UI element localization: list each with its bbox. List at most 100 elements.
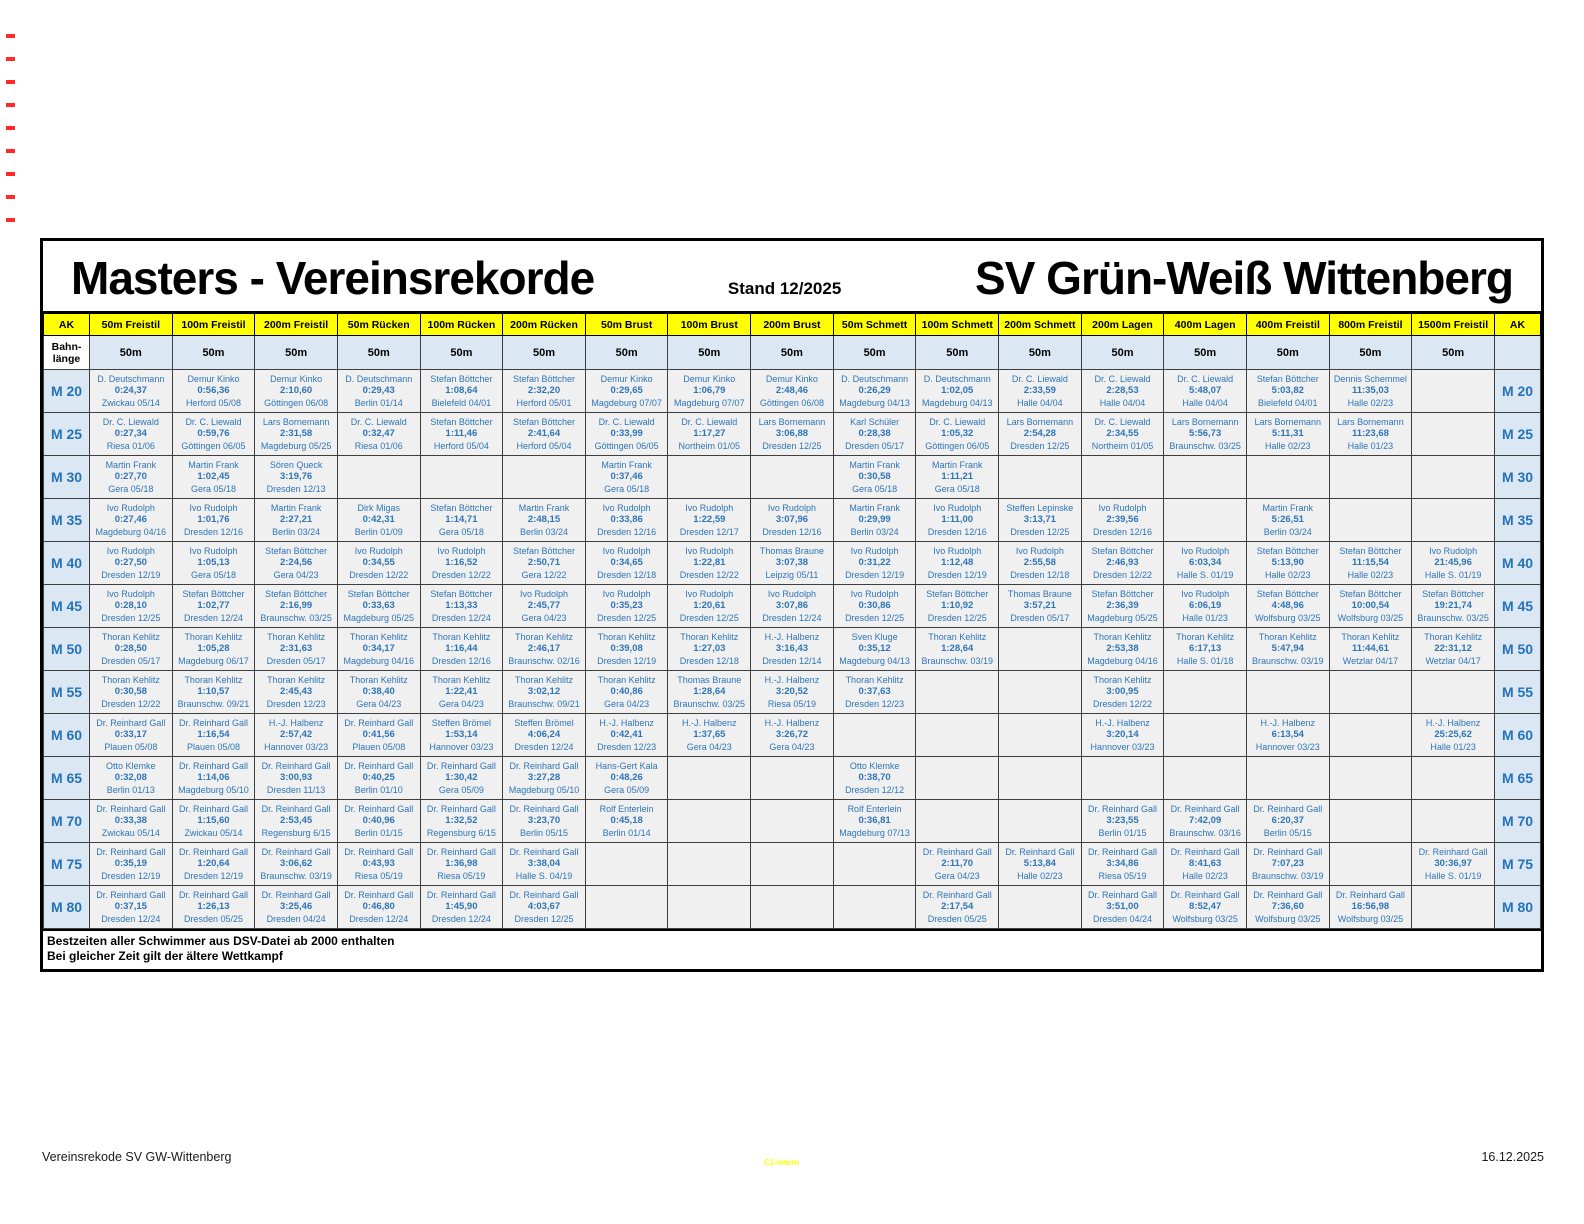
record-time: 0:37,46 <box>610 471 643 482</box>
record-cell: Ivo Rudolph 1:01,76 Dresden 12/16 <box>171 498 256 542</box>
record-time: 6:13,54 <box>1271 729 1304 740</box>
record-place-date: Magdeburg 04/13 <box>839 656 910 666</box>
record-time: 3:20,52 <box>775 686 809 697</box>
record-time: 0:59,76 <box>197 428 230 439</box>
record-time: 0:26,29 <box>858 385 891 396</box>
record-cell: Thoran Kehlitz 1:05,28 Magdeburg 06/17 <box>171 627 256 671</box>
swimmer-name: Ivo Rudolph <box>1098 503 1147 513</box>
age-group-label: M 80 <box>43 885 90 929</box>
age-group-label: M 20 <box>43 369 90 413</box>
record-cell: Rolf Enterlein 0:45,18 Berlin 01/14 <box>584 799 669 843</box>
record-place-date: Riesa 01/06 <box>354 441 403 451</box>
swimmer-name: Rolf Enterlein <box>847 804 902 814</box>
record-time: 0:40,25 <box>362 772 395 783</box>
pool-length-value: 50m <box>1245 335 1330 370</box>
swimmer-name: Ivo Rudolph <box>1015 546 1064 556</box>
swimmer-name: Thoran Kehlitz <box>680 632 739 642</box>
swimmer-name: Dr. Reinhard Gall <box>509 847 579 857</box>
record-place-date: Berlin 05/15 <box>1263 828 1312 838</box>
record-time: 0:39,08 <box>610 643 643 654</box>
record-place-date: Braunschw. 03/25 <box>673 699 746 709</box>
swimmer-name: Martin Frank <box>849 503 900 513</box>
record-cell: Stefan Böttcher 0:33,63 Magdeburg 05/25 <box>336 584 421 628</box>
record-place-date: Hannover 03/23 <box>1255 742 1320 752</box>
record-place-date: Dresden 12/22 <box>431 570 491 580</box>
record-cell: Dr. Reinhard Gall 1:16,54 Plauen 05/08 <box>171 713 256 757</box>
record-cell: Dr. Reinhard Gall 1:30,42 Gera 05/09 <box>419 756 504 800</box>
record-cell: Stefan Böttcher 2:32,20 Herford 05/01 <box>502 369 586 413</box>
record-place-date: Dresden 12/23 <box>597 742 657 752</box>
age-group-label: M 60 <box>1494 713 1541 757</box>
record-cell: Stefan Böttcher 10:00,54 Wolfsburg 03/25 <box>1328 584 1413 628</box>
swimmer-name: Ivo Rudolph <box>354 546 403 556</box>
swimmer-name: Ivo Rudolph <box>767 503 816 513</box>
record-cell: Ivo Rudolph 1:22,81 Dresden 12/22 <box>667 541 752 585</box>
record-time: 0:38,40 <box>362 686 395 697</box>
record-place-date: Braunschw. 03/25 <box>1417 613 1489 623</box>
record-place-date: Halle 02/23 <box>1265 570 1311 580</box>
record-cell: Dr. Reinhard Gall 0:40,25 Berlin 01/10 <box>336 756 421 800</box>
swimmer-name: Dr. Reinhard Gall <box>261 761 331 771</box>
record-place-date: Magdeburg 04/13 <box>921 398 993 408</box>
table-row: M 80 Dr. Reinhard Gall 0:37,15 Dresden 12/2… <box>43 885 1541 929</box>
record-place-date: Magdeburg 04/16 <box>1087 656 1158 666</box>
swimmer-name: Dr. C. Liewald <box>185 417 242 427</box>
pool-length-value: 50m <box>1328 335 1413 370</box>
record-time: 2:55,58 <box>1023 557 1056 568</box>
record-cell: Thoran Kehlitz 6:17,13 Halle S. 01/18 <box>1163 627 1247 671</box>
record-time: 1:32,52 <box>445 815 478 826</box>
record-place-date: Gera 05/18 <box>438 527 484 537</box>
column-header: 200m Rücken <box>502 313 586 336</box>
record-cell: Dr. C. Liewald 5:48,07 Halle 04/04 <box>1163 369 1247 413</box>
column-header: 200m Schmett <box>998 313 1082 336</box>
age-group-label: M 40 <box>43 541 90 585</box>
age-group-label: M 70 <box>43 799 90 843</box>
record-place-date: Dresden 12/12 <box>845 785 905 795</box>
record-place-date: Hannover 03/23 <box>429 742 494 752</box>
record-time: 11:15,54 <box>1351 557 1389 568</box>
record-time: 5:11,31 <box>1271 428 1304 439</box>
record-time: 0:33,38 <box>114 815 147 826</box>
record-place-date: Dresden 12/16 <box>597 527 657 537</box>
record-time: 8:41,63 <box>1189 858 1222 869</box>
record-time: 0:27,34 <box>114 428 147 439</box>
record-place-date: Dresden 12/24 <box>762 613 822 623</box>
record-cell: H.-J. Halbenz 3:20,52 Riesa 05/19 <box>750 670 834 714</box>
record-time: 5:56,73 <box>1189 428 1222 439</box>
column-header: 200m Freistil <box>254 313 338 336</box>
table-row: M 40 Ivo Rudolph 0:27,50 Dresden 12/19 Ivo R… <box>43 541 1541 585</box>
record-time: 4:06,24 <box>527 729 561 740</box>
record-time: 0:28,10 <box>114 600 147 611</box>
record-time: 30:36,97 <box>1434 858 1472 869</box>
swimmer-name: Stefan Böttcher <box>1422 589 1485 599</box>
record-cell: Dr. Reinhard Gall 1:14,06 Magdeburg 05/10 <box>171 756 256 800</box>
swimmer-name: Karl Schüler <box>850 417 900 427</box>
record-cell: Lars Bornemann 11:23,68 Halle 01/23 <box>1328 412 1413 456</box>
record-place-date: Dresden 12/25 <box>927 613 987 623</box>
record-place-date: Berlin 03/24 <box>272 527 321 537</box>
record-cell: Thomas Braune 1:28,64 Braunschw. 03/25 <box>667 670 752 714</box>
record-time: 5:26,51 <box>1271 514 1304 525</box>
record-time: 2:41,64 <box>527 428 561 439</box>
record-place-date: Gera 05/18 <box>190 570 236 580</box>
footnotes: Bestzeiten aller Schwimmer aus DSV-Datei… <box>43 929 1541 969</box>
swimmer-name: Stefan Böttcher <box>513 417 576 427</box>
record-time: 0:24,37 <box>114 385 147 396</box>
record-place-date: Dresden 05/17 <box>266 656 326 666</box>
record-cell: Dr. Reinhard Gall 3:23,70 Berlin 05/15 <box>502 799 586 843</box>
column-header: 50m Rücken <box>336 313 421 336</box>
record-place-date: Magdeburg 07/07 <box>674 398 745 408</box>
record-place-date: Göttingen 06/08 <box>759 398 824 408</box>
record-cell: Dr. Reinhard Gall 30:36,97 Halle S. 01/19 <box>1411 842 1495 886</box>
record-time: 1:27,03 <box>693 643 726 654</box>
title-stand-date: Stand 12/2025 <box>727 279 842 298</box>
record-time: 1:11,21 <box>941 471 974 482</box>
record-time: 3:16,43 <box>775 643 809 654</box>
record-cell: Dr. C. Liewald 1:17,27 Northeim 01/05 <box>667 412 752 456</box>
record-cell: Thoran Kehlitz 1:22,41 Gera 04/23 <box>419 670 504 714</box>
record-cell: Dr. Reinhard Gall 8:41,63 Halle 02/23 <box>1163 842 1247 886</box>
record-time: 10:00,54 <box>1351 600 1390 611</box>
record-cell: Ivo Rudolph 1:12,48 Dresden 12/19 <box>915 541 1000 585</box>
pool-length-value: 50m <box>502 335 586 370</box>
pool-length-value: 50m <box>998 335 1082 370</box>
